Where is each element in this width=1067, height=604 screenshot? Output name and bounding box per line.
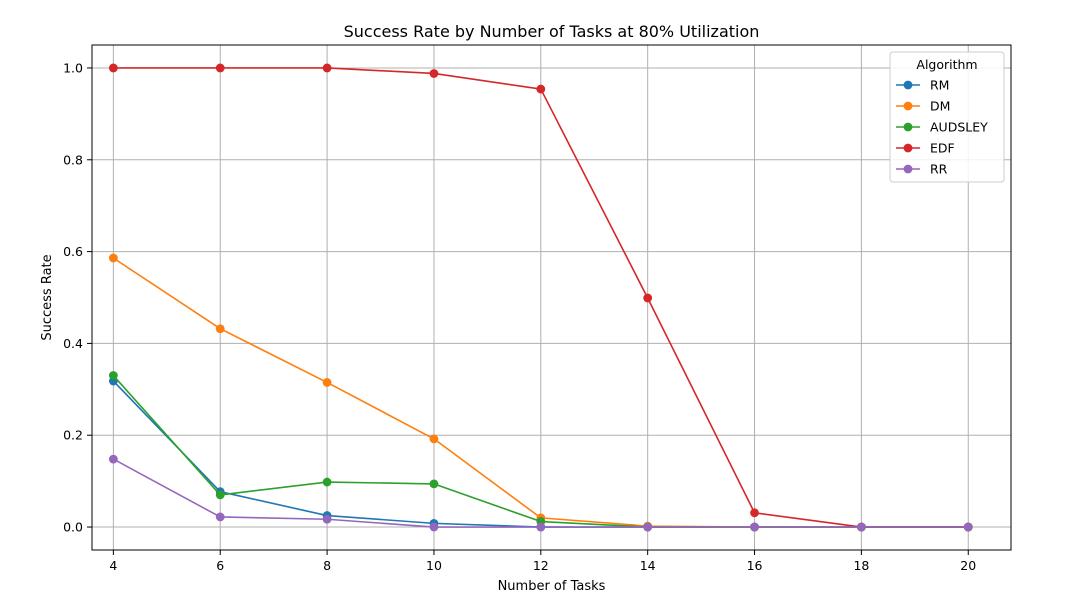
y-tick-label: 0.0 [63,520,83,535]
x-tick-label: 6 [216,558,224,573]
y-axis-ticks: 0.0 0.2 0.4 0.6 0.8 1.0 [63,60,92,535]
legend-label-rm: RM [930,78,949,93]
data-point-dm [108,253,118,263]
data-point-rr [322,514,332,524]
y-axis-label: Success Rate [40,254,55,340]
data-point-rr [643,522,653,532]
y-tick-label: 0.6 [63,244,83,259]
data-point-rr [536,522,546,532]
x-tick-label: 14 [640,558,656,573]
data-point-audsley [322,477,332,487]
y-tick-label: 0.2 [63,428,83,443]
legend-label-audsley: AUDSLEY [930,120,988,135]
legend-title: Algorithm [916,57,977,72]
plot-area-frame [91,44,1012,551]
x-axis-ticks: 4 6 8 10 12 14 16 18 20 [109,550,976,573]
x-tick-label: 10 [426,558,442,573]
data-point-edf [215,63,225,73]
legend: Algorithm RM DM AUDSLEY EDF RR [889,51,1005,183]
data-point-dm [215,324,225,334]
legend-label-dm: DM [930,99,950,114]
x-axis-label: Number of Tasks [498,579,606,594]
data-point-edf [643,293,653,303]
legend-marker-audsley [903,122,913,132]
data-point-rr [429,522,439,532]
x-tick-label: 16 [747,558,763,573]
series-group [108,63,973,532]
data-point-rr [963,522,973,532]
legend-label-edf: EDF [930,141,955,156]
data-point-edf [108,63,118,73]
y-tick-label: 1.0 [63,60,83,75]
data-point-rr [108,454,118,464]
data-point-edf [322,63,332,73]
data-point-dm [322,378,332,387]
x-tick-label: 8 [323,558,331,573]
y-tick-label: 0.8 [63,152,83,167]
data-point-edf [429,69,439,78]
x-tick-label: 4 [109,558,117,573]
chart-title: Success Rate by Number of Tasks at 80% U… [344,22,760,41]
legend-label-rr: RR [930,162,948,177]
data-point-audsley [108,371,118,380]
data-point-audsley [215,490,225,500]
legend-marker-rr [903,164,913,174]
x-tick-label: 20 [960,558,976,573]
legend-marker-dm [903,101,913,111]
legend-marker-rm [903,80,913,90]
data-point-dm [429,434,439,444]
data-point-rr [215,512,225,522]
x-tick-label: 12 [533,558,549,573]
legend-marker-edf [903,143,913,153]
data-point-rr [750,522,759,532]
x-tick-label: 18 [853,558,869,573]
data-point-audsley [429,479,439,489]
y-tick-label: 0.4 [63,336,83,351]
data-point-edf [750,508,759,518]
data-point-edf [536,84,546,94]
data-point-rr [856,522,866,532]
